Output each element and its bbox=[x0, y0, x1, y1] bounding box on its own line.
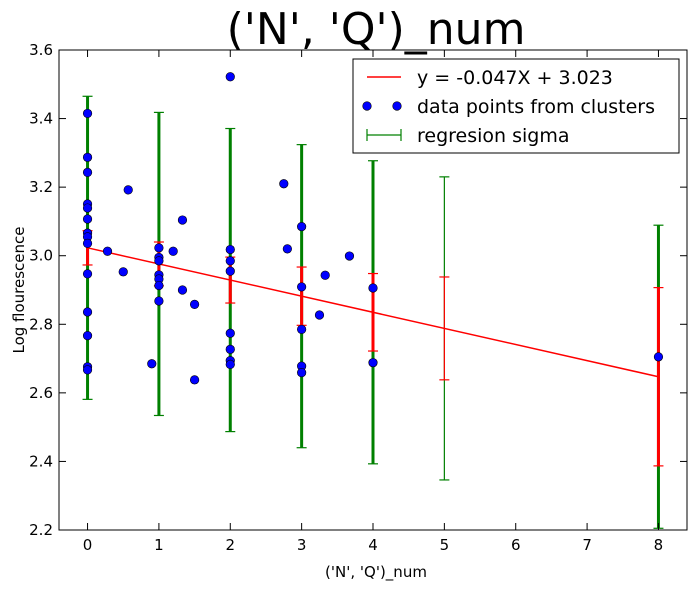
data-point bbox=[154, 296, 164, 306]
data-point bbox=[653, 352, 664, 362]
legend-point-swatch bbox=[392, 101, 402, 111]
data-point bbox=[82, 214, 93, 224]
legend-entry: regresion sigma bbox=[366, 125, 570, 147]
data-point bbox=[225, 244, 235, 255]
data-point bbox=[320, 270, 330, 280]
y-tick-label: 3.6 bbox=[29, 41, 53, 59]
chart-title: ('N', 'Q')_num bbox=[227, 4, 526, 55]
data-point bbox=[82, 307, 93, 317]
y-axis-label: Log flourescence bbox=[10, 226, 28, 353]
regression-line bbox=[87, 247, 659, 378]
data-point bbox=[177, 215, 188, 225]
data-point bbox=[297, 282, 307, 292]
x-tick-label: 5 bbox=[440, 536, 450, 554]
data-point bbox=[154, 280, 164, 291]
data-point bbox=[297, 368, 307, 378]
x-tick-label: 7 bbox=[582, 536, 592, 554]
x-tick-label: 6 bbox=[511, 536, 521, 554]
data-points bbox=[82, 72, 664, 385]
data-point bbox=[314, 310, 325, 320]
data-point bbox=[154, 243, 164, 253]
x-tick-label: 2 bbox=[225, 536, 235, 554]
x-tick-label: 1 bbox=[154, 536, 164, 554]
x-axis-label: ('N', 'Q')_num bbox=[325, 563, 427, 582]
data-point bbox=[189, 375, 200, 385]
data-point bbox=[297, 221, 307, 232]
data-point bbox=[147, 359, 157, 369]
data-point bbox=[82, 203, 93, 213]
y-tick-label: 3.4 bbox=[29, 110, 53, 128]
legend-entry: data points from clusters bbox=[362, 96, 655, 118]
data-point bbox=[102, 246, 113, 256]
data-point bbox=[82, 269, 93, 279]
data-point bbox=[82, 331, 93, 341]
y-tick-label: 2.4 bbox=[29, 452, 53, 470]
data-point bbox=[297, 324, 307, 335]
data-point bbox=[82, 167, 93, 177]
plot-content bbox=[82, 72, 664, 529]
data-point bbox=[368, 283, 378, 293]
data-point bbox=[225, 344, 235, 354]
x-tick-label: 8 bbox=[654, 536, 664, 554]
data-point bbox=[225, 328, 235, 338]
plot-area: 0 1 2 3 4 5 6 7 8 2.2 2.4 2.6 2.8 3.0 3.2 3.4 3.6 bbox=[29, 41, 688, 554]
data-point bbox=[82, 108, 93, 119]
data-point bbox=[225, 266, 235, 276]
legend-label: regresion sigma bbox=[417, 125, 570, 147]
y-tick-label: 2.8 bbox=[29, 315, 53, 333]
legend: y = -0.047X + 3.023 data points from clus… bbox=[352, 58, 680, 154]
x-tick-label: 3 bbox=[297, 536, 307, 554]
data-point bbox=[279, 179, 289, 189]
data-point bbox=[368, 358, 378, 368]
legend-point-swatch bbox=[362, 101, 372, 111]
data-point bbox=[154, 256, 164, 266]
data-point bbox=[82, 238, 93, 248]
legend-label: data points from clusters bbox=[417, 96, 655, 118]
data-point bbox=[82, 152, 93, 162]
data-point bbox=[177, 285, 188, 295]
x-tick-label: 0 bbox=[83, 536, 93, 554]
y-tick-label: 2.2 bbox=[29, 521, 53, 539]
data-point bbox=[118, 267, 128, 277]
legend-entry: y = -0.047X + 3.023 bbox=[367, 67, 613, 89]
data-point bbox=[344, 251, 355, 261]
data-point bbox=[225, 72, 235, 82]
data-point bbox=[225, 256, 235, 266]
data-point bbox=[82, 365, 93, 375]
legend-box bbox=[352, 58, 680, 154]
data-point bbox=[225, 359, 235, 370]
data-point bbox=[123, 185, 133, 195]
y-tick-label: 2.6 bbox=[29, 384, 53, 402]
data-point bbox=[189, 299, 200, 310]
y-tick-label: 3.2 bbox=[29, 178, 53, 196]
y-tick-label: 3.0 bbox=[29, 247, 53, 265]
data-point bbox=[168, 246, 178, 256]
data-point bbox=[282, 244, 292, 254]
legend-label: y = -0.047X + 3.023 bbox=[417, 67, 613, 89]
x-tick-label: 4 bbox=[368, 536, 378, 554]
